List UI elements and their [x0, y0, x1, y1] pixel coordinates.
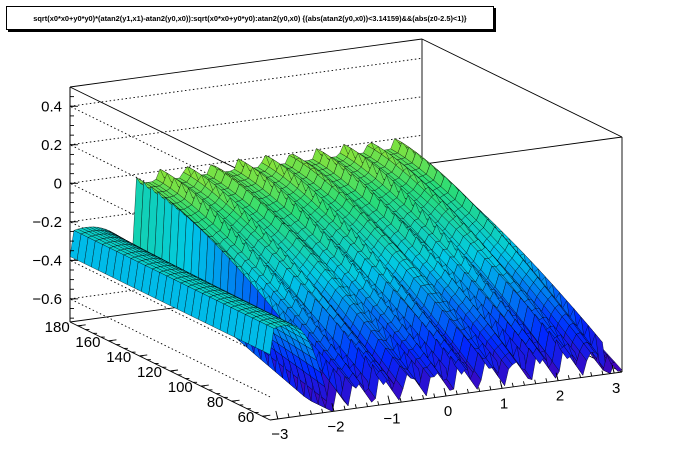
grid-line-back-wall [69, 134, 423, 184]
z-tick-label: 0 [54, 175, 62, 192]
x-axis-minor-tick [489, 385, 492, 390]
x-axis-minor-tick [321, 408, 324, 413]
grid-line-back-wall [69, 57, 423, 107]
x-axis-minor-tick [276, 414, 279, 420]
x-axis-minor-tick [399, 398, 402, 403]
x-axis-minor-tick [567, 375, 570, 380]
x-axis-minor-tick [287, 413, 290, 418]
axes [69, 87, 623, 421]
plot-title: sqrt(x0*x0+y0*y0)*(atan2(y1,x1)-atan2(y0… [33, 13, 467, 23]
z-tick-label: −0.2 [32, 214, 62, 231]
title-box: sqrt(x0*x0+y0*y0)*(atan2(y1,x1)-atan2(y0… [6, 6, 494, 30]
tick-labels: −3 −2 −1 0 1 2 3 60 80 100 120 140 160 180 −0.6 −0.4 −0.… [32, 98, 620, 443]
x-axis-minor-tick [601, 370, 604, 375]
y-tick-label: 160 [75, 334, 100, 351]
x-axis-minor-tick [500, 384, 503, 389]
x-axis-minor-tick [422, 394, 425, 400]
grid-line-left-wall [69, 298, 271, 398]
x-axis-minor-tick [366, 402, 368, 407]
x-axis-minor-tick [377, 401, 380, 406]
x-axis-minor-tick [388, 399, 391, 404]
y-tick-label: 80 [207, 394, 224, 411]
x-tick-label: 3 [612, 380, 620, 397]
y-tick-label: 120 [137, 364, 162, 381]
x-axis-minor-tick [556, 376, 559, 381]
x-tick-label: 2 [556, 388, 564, 405]
y-tick-label: 60 [238, 409, 255, 426]
x-axis-minor-tick [534, 379, 537, 384]
y-tick-label: 140 [106, 349, 131, 366]
x-axis-minor-tick [332, 407, 335, 412]
x-axis-minor-tick [579, 373, 581, 378]
box-edge-back-top [69, 38, 423, 88]
x-axis-minor-tick [298, 411, 301, 416]
x-tick-label: 1 [500, 395, 508, 412]
x-axis-minor-tick [466, 388, 469, 394]
x-axis-minor-tick [343, 405, 346, 410]
x-axis-minor-tick [612, 368, 615, 374]
x-tick-label: 0 [444, 403, 452, 420]
x-tick-label: −1 [383, 411, 400, 428]
x-axis-minor-tick [590, 372, 593, 377]
surface-patch [610, 361, 623, 372]
grid-line-left-wall [69, 259, 271, 359]
x-axis-minor-tick [354, 404, 357, 409]
x-axis-minor-tick [545, 378, 548, 383]
x-axis-minor-tick [478, 387, 481, 392]
x-tick-label: −2 [327, 418, 344, 435]
y-tick-label: 100 [168, 379, 193, 396]
x-axis-minor-tick [511, 382, 514, 387]
grid-line-back-wall [69, 96, 423, 146]
z-tick-label: −0.6 [32, 291, 62, 308]
x-axis-minor-tick [455, 390, 458, 395]
x-axis-minor-tick [444, 391, 447, 397]
z-tick-label: 0.4 [41, 98, 62, 115]
z-tick-label: 0.2 [41, 137, 62, 154]
box-edge-right-top [421, 38, 623, 138]
y-tick-label: 180 [45, 319, 70, 336]
x-axis-minor-tick [433, 393, 436, 398]
z-tick-label: −0.4 [32, 252, 62, 269]
x-axis-minor-tick [310, 410, 312, 415]
x-axis-minor-tick [523, 381, 525, 386]
x-axis-minor-tick [410, 396, 413, 401]
x-tick-label: −3 [271, 426, 288, 443]
surface-mesh [69, 138, 623, 412]
